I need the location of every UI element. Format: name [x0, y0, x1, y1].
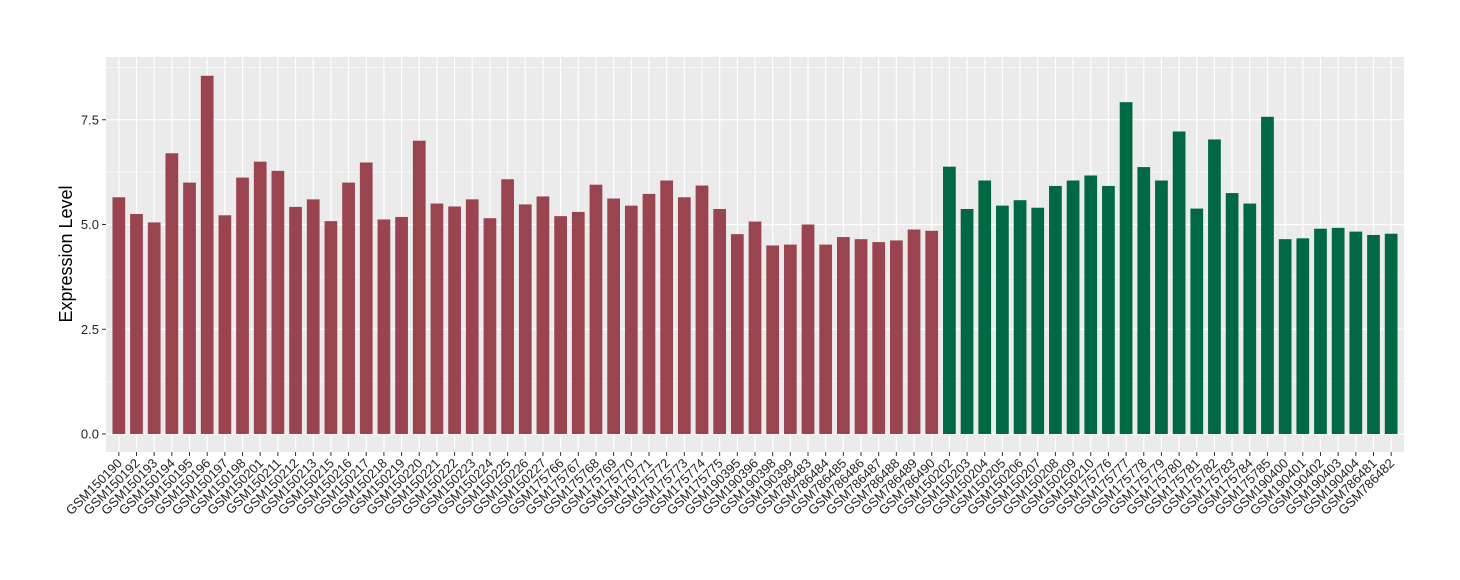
bar-GSM150190	[112, 197, 126, 434]
bars	[112, 75, 1398, 435]
bar-GSM150197	[218, 215, 232, 434]
bar-GSM150196	[200, 75, 214, 434]
bar-GSM175785	[1261, 116, 1274, 434]
bar-GSM175768	[589, 184, 603, 434]
bar-GSM150213	[306, 199, 320, 434]
bar-GSM190398	[766, 245, 780, 434]
x-axis: GSM150190GSM150192GSM150193GSM150194GSM1…	[63, 452, 1397, 518]
bar-GSM150215	[324, 221, 338, 434]
bar-GSM175783	[1225, 193, 1239, 434]
bar-GSM150202	[943, 166, 956, 435]
bar-GSM786489	[907, 229, 921, 434]
bar-GSM150206	[1013, 200, 1027, 434]
y-tick-label: 7.5	[81, 112, 99, 127]
bar-GSM150216	[342, 182, 355, 434]
bar-GSM150224	[483, 218, 497, 434]
bar-GSM786481	[1367, 234, 1380, 434]
bar-GSM150226	[518, 204, 532, 434]
bar-GSM150208	[1049, 185, 1062, 434]
bar-GSM150222	[448, 206, 461, 434]
bar-GSM786486	[854, 239, 868, 434]
bar-GSM175773	[677, 197, 691, 434]
bar-GSM150204	[978, 180, 992, 434]
bar-GSM190404	[1349, 231, 1363, 434]
y-tick-label: 5.0	[81, 217, 99, 232]
bar-GSM150227	[536, 196, 550, 434]
y-axis-title: Expression Level	[56, 185, 76, 322]
bar-GSM150193	[147, 222, 161, 434]
bar-GSM150210	[1084, 175, 1098, 435]
y-axis: 0.0 2.5 5.0 7.5	[81, 112, 106, 442]
bar-GSM150212	[289, 206, 302, 434]
bar-GSM175775	[713, 208, 727, 434]
y-tick-label: 0.0	[81, 427, 99, 442]
bar-GSM786484	[819, 244, 833, 434]
bar-GSM175777	[1119, 102, 1133, 434]
bar-GSM190399	[783, 244, 797, 434]
bar-GSM150192	[130, 214, 143, 434]
bar-GSM175784	[1243, 203, 1257, 434]
bar-GSM175766	[554, 216, 567, 434]
bar-GSM175782	[1208, 139, 1221, 434]
bar-GSM175771	[642, 193, 656, 434]
bar-GSM786485	[836, 237, 850, 434]
bar-GSM190396	[748, 221, 762, 434]
bar-GSM190395	[730, 234, 744, 434]
bar-GSM150225	[501, 179, 514, 434]
bar-GSM190401	[1296, 238, 1310, 434]
bar-GSM150207	[1031, 207, 1045, 434]
bar-GSM786482	[1384, 233, 1398, 434]
bar-GSM150217	[359, 162, 373, 434]
bar-GSM150220	[412, 140, 426, 434]
bar-GSM175767	[571, 211, 585, 434]
y-tick-label: 2.5	[81, 322, 99, 337]
bar-GSM150205	[996, 205, 1009, 434]
bar-GSM150219	[395, 216, 408, 434]
bar-GSM175769	[607, 198, 620, 434]
bar-GSM786483	[801, 224, 815, 434]
bar-GSM175778	[1137, 167, 1151, 435]
bar-GSM175779	[1155, 180, 1168, 434]
bar-GSM786488	[890, 240, 903, 434]
bar-GSM190403	[1331, 227, 1345, 434]
bar-GSM150221	[430, 203, 444, 434]
bar-GSM150195	[183, 182, 196, 434]
bar-GSM786487	[872, 242, 886, 434]
bar-GSM175770	[624, 205, 638, 434]
bar-GSM150198	[236, 177, 249, 434]
bar-GSM150211	[271, 170, 285, 435]
bar-GSM150209	[1066, 180, 1080, 434]
bar-GSM150203	[960, 208, 974, 434]
bar-GSM786490	[925, 230, 939, 434]
bar-GSM190400	[1278, 239, 1292, 434]
bar-GSM175772	[660, 180, 674, 434]
bar-GSM175774	[695, 185, 709, 434]
bar-GSM150194	[165, 153, 179, 434]
bar-GSM190402	[1314, 228, 1327, 434]
bar-GSM150223	[465, 199, 479, 434]
bar-GSM150218	[377, 219, 391, 434]
bar-GSM175780	[1172, 131, 1186, 434]
bar-GSM150201	[253, 161, 267, 434]
bar-GSM175776	[1102, 185, 1115, 434]
bar-GSM175781	[1190, 208, 1204, 434]
